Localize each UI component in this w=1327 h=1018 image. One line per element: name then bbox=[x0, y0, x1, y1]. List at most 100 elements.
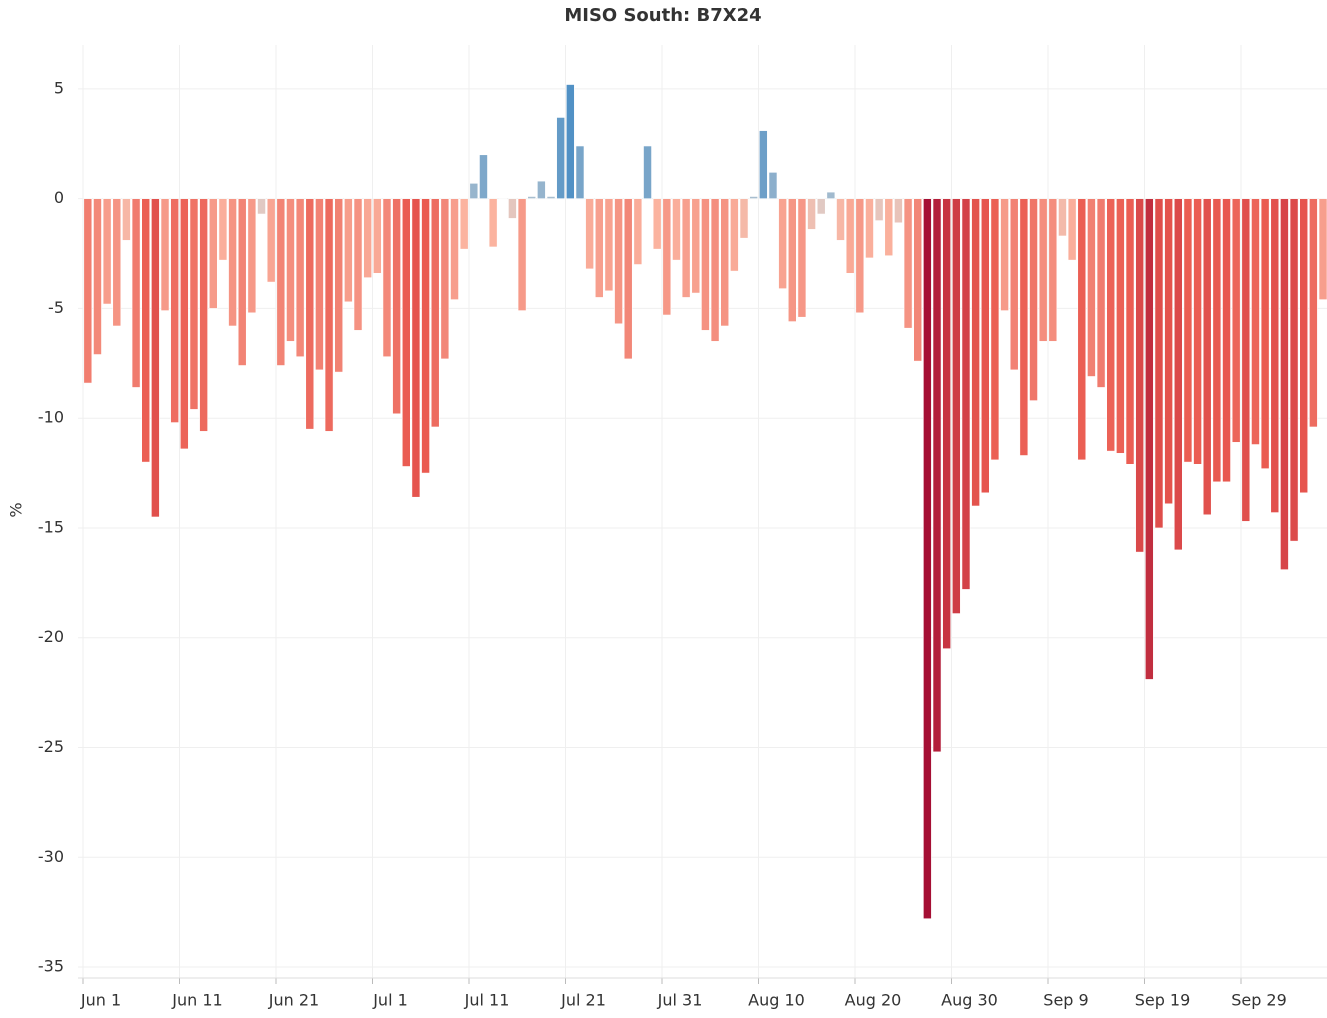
bar bbox=[151, 198, 160, 518]
bar bbox=[199, 198, 208, 432]
bar bbox=[1106, 198, 1116, 452]
bar bbox=[1309, 198, 1318, 428]
bar bbox=[372, 198, 382, 274]
bar bbox=[672, 198, 681, 261]
bar bbox=[932, 198, 942, 753]
bar bbox=[643, 145, 652, 199]
bar bbox=[942, 198, 952, 650]
y-tick-label: -20 bbox=[38, 627, 64, 646]
bar bbox=[961, 198, 971, 590]
bar bbox=[459, 198, 469, 250]
x-tick-label: Aug 30 bbox=[941, 991, 998, 1010]
bar bbox=[923, 198, 932, 920]
bar bbox=[430, 198, 440, 428]
bar bbox=[1029, 198, 1038, 401]
bar bbox=[1164, 198, 1173, 505]
y-tick-label: 0 bbox=[54, 188, 64, 207]
bar bbox=[315, 198, 324, 371]
bar bbox=[401, 198, 411, 467]
bar bbox=[1241, 198, 1251, 522]
bar bbox=[1096, 198, 1106, 388]
bar bbox=[334, 198, 344, 373]
x-tick-label: Jun 21 bbox=[268, 991, 319, 1010]
y-tick-label: -15 bbox=[38, 517, 64, 536]
bar bbox=[131, 198, 141, 388]
bar bbox=[411, 198, 421, 498]
y-tick-label: 5 bbox=[54, 78, 64, 97]
bar bbox=[93, 198, 102, 355]
bar bbox=[836, 198, 845, 241]
bar bbox=[1173, 198, 1183, 551]
bar bbox=[1202, 198, 1212, 516]
bar bbox=[450, 198, 459, 300]
bar bbox=[208, 198, 218, 309]
bar bbox=[594, 198, 604, 298]
bar bbox=[1000, 198, 1009, 311]
bar bbox=[286, 198, 295, 342]
bar bbox=[701, 198, 710, 331]
bar bbox=[180, 198, 189, 450]
bar bbox=[816, 198, 826, 215]
bar bbox=[604, 198, 614, 292]
x-tick-label: Jun 1 bbox=[80, 991, 121, 1010]
bar bbox=[913, 198, 923, 362]
bar bbox=[421, 198, 430, 474]
chart-title: MISO South: B7X24 bbox=[564, 5, 761, 26]
bar bbox=[845, 198, 855, 274]
bar bbox=[1270, 198, 1280, 513]
bar bbox=[710, 198, 720, 342]
y-tick-label: -5 bbox=[48, 298, 64, 317]
bar bbox=[1183, 198, 1193, 463]
bar bbox=[488, 198, 498, 248]
bar bbox=[228, 198, 237, 327]
x-tick-label: Jul 31 bbox=[657, 991, 703, 1010]
bar bbox=[1038, 198, 1048, 342]
bar bbox=[189, 198, 199, 410]
bar bbox=[855, 198, 865, 314]
bar bbox=[1318, 198, 1327, 300]
x-tick-label: Jul 21 bbox=[560, 991, 606, 1010]
bar bbox=[1193, 198, 1202, 465]
bar bbox=[614, 198, 623, 325]
bar bbox=[971, 198, 980, 507]
y-tick-label: -25 bbox=[38, 737, 64, 756]
bar bbox=[1087, 198, 1096, 377]
x-tick-label: Sep 29 bbox=[1231, 991, 1287, 1010]
bar bbox=[980, 198, 990, 494]
bar bbox=[218, 198, 228, 261]
bar bbox=[1154, 198, 1164, 529]
bar bbox=[170, 198, 179, 423]
bar bbox=[1125, 198, 1135, 465]
bar bbox=[951, 198, 961, 614]
x-tick-label: Aug 10 bbox=[748, 991, 805, 1010]
bar bbox=[990, 198, 1000, 461]
bar bbox=[787, 198, 797, 322]
x-tick-label: Jul 1 bbox=[372, 991, 408, 1010]
bar bbox=[266, 198, 276, 283]
bar bbox=[585, 198, 594, 270]
bar bbox=[662, 198, 672, 316]
bar bbox=[1116, 198, 1125, 454]
x-tick-label: Jul 11 bbox=[464, 991, 510, 1010]
bar bbox=[797, 198, 807, 318]
bar bbox=[112, 198, 122, 327]
bar bbox=[527, 196, 537, 199]
bar bbox=[1135, 198, 1145, 553]
bar bbox=[546, 196, 556, 199]
bar bbox=[768, 172, 778, 199]
bar bbox=[749, 196, 759, 199]
bar bbox=[122, 198, 131, 241]
bar bbox=[1299, 198, 1309, 494]
bar bbox=[305, 198, 315, 430]
bar bbox=[382, 198, 392, 358]
y-tick-label: -30 bbox=[38, 847, 64, 866]
bar bbox=[575, 145, 585, 199]
bar bbox=[691, 198, 701, 294]
bar bbox=[1289, 198, 1299, 542]
bar bbox=[720, 198, 730, 327]
x-tick-label: Sep 9 bbox=[1043, 991, 1088, 1010]
y-axis-label: % bbox=[7, 502, 26, 517]
bar bbox=[363, 198, 372, 279]
bar bbox=[276, 198, 286, 366]
y-tick-label: -10 bbox=[38, 408, 64, 427]
